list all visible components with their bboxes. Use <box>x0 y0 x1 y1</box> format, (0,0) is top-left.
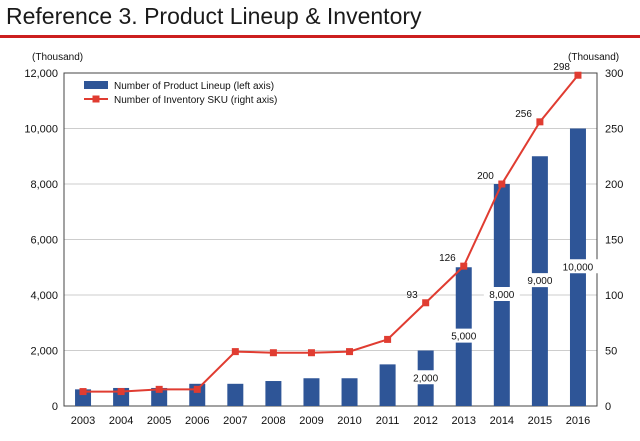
left-axis-tick-label: 12,000 <box>24 68 58 80</box>
bar-data-label: 8,000 <box>489 290 514 301</box>
legend-swatch-bar <box>84 81 108 89</box>
left-axis-tick-label: 2,000 <box>30 346 58 358</box>
left-axis-tick-label: 6,000 <box>30 235 58 247</box>
x-axis-tick-label: 2015 <box>528 415 552 427</box>
bar <box>227 383 244 406</box>
x-axis-tick-label: 2013 <box>452 415 476 427</box>
line-point <box>536 118 544 126</box>
right-axis-unit: (Thousand) <box>568 52 619 63</box>
line-data-label: 256 <box>515 109 532 120</box>
right-axis-tick-label: 250 <box>605 124 623 136</box>
bar <box>379 364 396 406</box>
x-axis-tick-label: 2009 <box>299 415 323 427</box>
x-axis-tick-label: 2012 <box>413 415 437 427</box>
inventory-sku-line <box>83 74 579 393</box>
bar <box>341 378 358 406</box>
page-title: Reference 3. Product Lineup & Inventory <box>6 3 422 29</box>
x-axis-tick-label: 2006 <box>185 415 209 427</box>
left-axis-tick-label: 0 <box>52 401 58 413</box>
bar-data-label-bg <box>556 259 599 274</box>
line-point <box>155 385 163 393</box>
x-axis-tick-label: 2005 <box>147 415 171 427</box>
line-point <box>460 262 468 270</box>
line-point <box>498 180 506 188</box>
line-point <box>231 348 239 356</box>
line-data-label: 200 <box>477 171 494 182</box>
bar-data-label-bg <box>445 328 482 343</box>
x-axis-tick-label: 2003 <box>71 415 95 427</box>
bar-data-label: 2,000 <box>413 373 438 384</box>
line-data-label: 126 <box>439 253 456 264</box>
line-point <box>422 299 430 307</box>
line-point <box>79 388 87 396</box>
line-point <box>117 388 125 396</box>
bar <box>265 381 282 406</box>
right-axis-tick-label: 100 <box>605 290 623 302</box>
bar-data-label-bg <box>521 273 558 288</box>
plot-frame <box>63 72 598 407</box>
bar-data-label-bg <box>483 287 520 301</box>
x-axis-tick-label: 2008 <box>261 415 285 427</box>
line-point <box>574 71 582 79</box>
bar <box>303 378 320 406</box>
x-axis-tick-label: 2004 <box>109 415 133 427</box>
left-axis-tick-label: 10,000 <box>24 124 58 136</box>
bar <box>151 387 168 406</box>
left-axis-unit: (Thousand) <box>32 52 83 63</box>
line-point <box>346 348 354 356</box>
line-point <box>384 335 392 343</box>
legend-swatch-marker <box>92 95 100 103</box>
page-header: Reference 3. Product Lineup & Inventory <box>0 0 640 38</box>
legend-label-bar: Number of Product Lineup (left axis) <box>114 81 274 92</box>
legend-label-line: Number of Inventory SKU (right axis) <box>114 95 277 106</box>
bar-data-label: 9,000 <box>527 276 552 287</box>
x-axis-tick-label: 2014 <box>490 415 514 427</box>
line-data-label: 93 <box>407 290 419 301</box>
line-point <box>269 349 277 357</box>
bar-data-label-bg <box>407 370 444 385</box>
bar-data-label: 5,000 <box>451 332 476 343</box>
x-axis-tick-label: 2007 <box>223 415 247 427</box>
left-axis-tick-label: 4,000 <box>30 290 58 302</box>
bar <box>75 389 92 406</box>
x-axis-tick-label: 2010 <box>337 415 361 427</box>
right-axis-tick-label: 0 <box>605 401 611 413</box>
x-axis-tick-label: 2011 <box>376 415 400 427</box>
right-axis-tick-label: 50 <box>605 346 617 358</box>
line-point <box>307 349 315 357</box>
right-axis-tick-label: 300 <box>605 68 623 80</box>
right-axis-tick-label: 150 <box>605 235 623 247</box>
left-axis-tick-label: 8,000 <box>30 179 58 191</box>
right-axis-tick-label: 200 <box>605 179 623 191</box>
line-point <box>193 385 201 393</box>
bar-data-label: 10,000 <box>563 262 594 273</box>
title-underline <box>0 35 640 38</box>
line-data-label: 298 <box>553 62 570 73</box>
x-axis-tick-label: 2016 <box>566 415 590 427</box>
